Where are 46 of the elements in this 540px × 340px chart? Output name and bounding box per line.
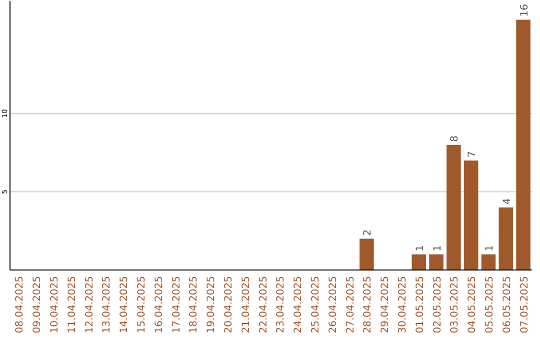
data-label: 1 [432, 244, 444, 252]
x-tick-label: 17.04.2025 [171, 276, 182, 334]
x-tick-label: 30.04.2025 [398, 276, 408, 334]
data-label: 7 [467, 151, 478, 158]
bar [446, 144, 461, 270]
x-tick-label: 16.04.2025 [154, 276, 165, 334]
x-tick-label: 03.05.2025 [450, 276, 461, 334]
data-label: 1 [484, 244, 496, 252]
x-tick-label: 19.04.2025 [206, 276, 218, 334]
x-tick-label: 24.04.2025 [293, 276, 304, 334]
x-tick-label: 18.04.2025 [188, 276, 200, 334]
x-tick-label: 01.05.2025 [414, 276, 426, 334]
bar [481, 254, 496, 270]
x-tick-label: 29.04.2025 [380, 276, 392, 334]
data-label: 8 [450, 136, 461, 142]
data-label: 2 [362, 229, 374, 236]
x-tick-label: 05.05.2025 [484, 276, 496, 334]
x-tick-label: 04.05.2025 [467, 276, 478, 334]
x-tick-label: 23.04.2025 [276, 276, 287, 334]
x-tick-label: 07.05.2025 [519, 276, 530, 334]
data-label: 4 [502, 198, 513, 204]
x-tick-label: 21.04.2025 [240, 276, 252, 334]
x-tick-label: 10.04.2025 [50, 276, 60, 334]
bar [412, 254, 426, 270]
bar [498, 207, 514, 270]
x-tick-label: 12.04.2025 [84, 276, 96, 334]
x-tick-label: 02.05.2025 [432, 276, 444, 334]
x-tick-label: 15.04.2025 [136, 276, 148, 334]
x-tick-label: 25.04.2025 [310, 276, 322, 334]
data-label: 1 [414, 244, 426, 252]
bar [464, 160, 478, 270]
x-tick-label: 14.04.2025 [119, 276, 130, 334]
x-tick-label: 13.04.2025 [102, 276, 113, 334]
x-tick-label: 27.04.2025 [345, 276, 356, 334]
x-tick-label: 11.04.2025 [66, 276, 78, 334]
bar [360, 238, 374, 270]
x-tick-label: 26.04.2025 [328, 276, 339, 334]
x-tick-label: 09.04.2025 [32, 276, 44, 334]
x-tick-label: 28.04.2025 [362, 276, 374, 334]
x-tick-label: 20.04.2025 [224, 276, 234, 334]
bar [429, 254, 444, 270]
x-tick-label: 06.05.2025 [502, 276, 513, 334]
data-label: 16 [519, 4, 530, 17]
bar [516, 20, 530, 270]
x-tick-label: 22.04.2025 [258, 276, 270, 334]
x-tick-label: 08.04.2025 [14, 276, 26, 334]
